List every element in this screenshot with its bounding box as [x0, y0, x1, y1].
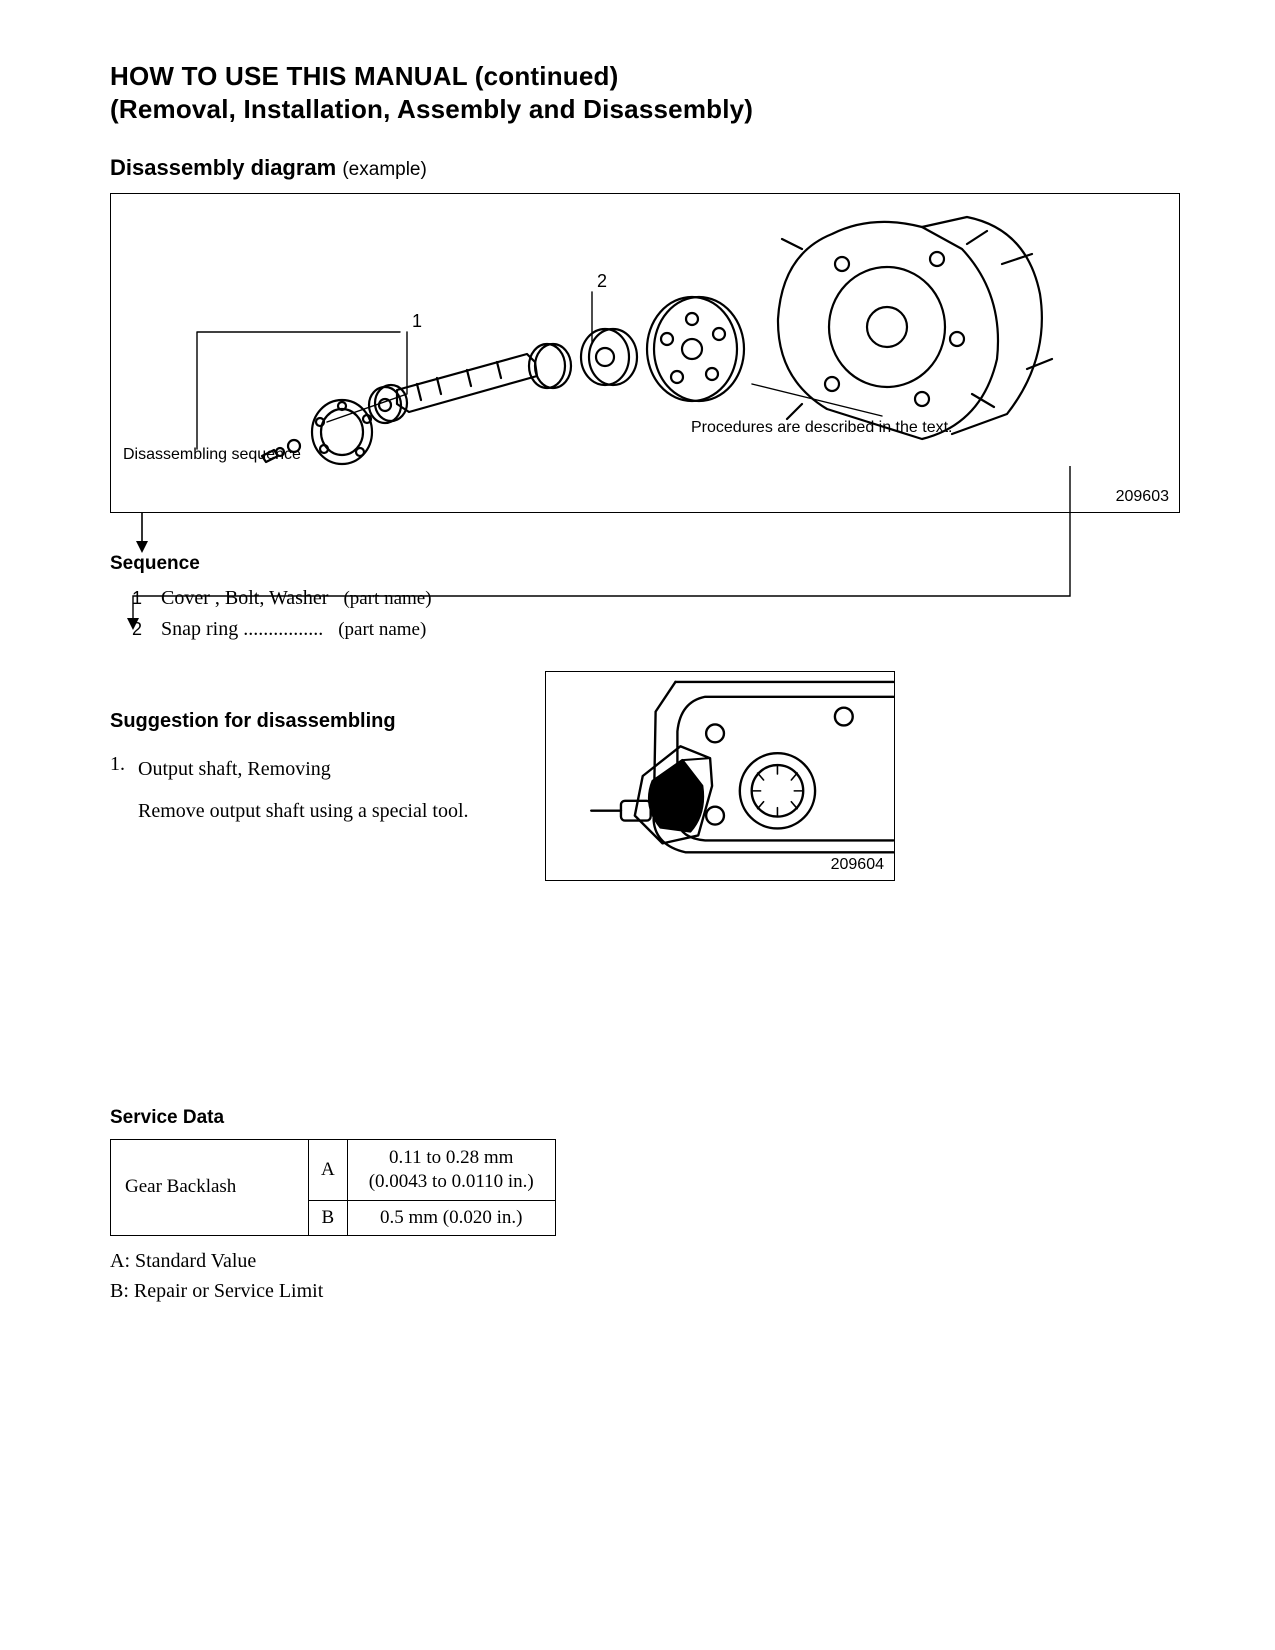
service-rowA-val-l2: (0.0043 to 0.0110 in.): [360, 1170, 543, 1194]
service-legend: A: Standard Value B: Repair or Service L…: [110, 1246, 1180, 1306]
sequence-item-2-text: Snap ring ................: [161, 618, 323, 640]
disassembly-diagram-box: 1 2 Disassembling sequence Procedures ar…: [110, 193, 1180, 513]
sequence-item-1-text: Cover , Bolt, Washer: [161, 587, 328, 609]
sequence-item-2-paren: (part name): [338, 619, 426, 640]
service-rowB-key: B: [309, 1200, 348, 1235]
suggestion-text-col: 1. Output shaft, Removing Remove output …: [110, 743, 540, 827]
page-title-line2: (Removal, Installation, Assembly and Dis…: [110, 93, 1180, 126]
callout-disassembling-sequence: Disassembling sequence: [123, 446, 301, 464]
table-row: Gear Backlash A 0.11 to 0.28 mm (0.0043 …: [111, 1140, 556, 1201]
diagram-id-2: 209604: [831, 856, 884, 874]
manual-page: HOW TO USE THIS MANUAL (continued) (Remo…: [0, 0, 1275, 1650]
arrow-to-sequence: [130, 513, 190, 557]
step-1: 1. Output shaft, Removing Remove output …: [110, 753, 540, 827]
tool-figure-svg: [546, 672, 894, 880]
callout-procedures: Procedures are described in the text.: [691, 419, 952, 437]
flow-line-svg: [110, 466, 1180, 467]
service-rowB-val: 0.5 mm (0.020 in.): [347, 1200, 555, 1235]
service-rowA-val-l1: 0.11 to 0.28 mm: [360, 1146, 543, 1170]
step-1-num: 1.: [110, 753, 138, 827]
service-legend-A: A: Standard Value: [110, 1246, 1180, 1276]
sequence-list: 1 Cover , Bolt, Washer (part name) 2 Sna…: [132, 583, 1180, 644]
section-label: Disassembly diagram (example): [110, 155, 1180, 181]
tool-figure-box: 209604: [545, 671, 895, 881]
service-rowA-val: 0.11 to 0.28 mm (0.0043 to 0.0110 in.): [347, 1140, 555, 1201]
exploded-view-svg: 1 2: [111, 194, 1179, 512]
page-title-line1: HOW TO USE THIS MANUAL (continued): [110, 60, 1180, 93]
sequence-item-1-num: 1: [132, 585, 156, 612]
section-label-text: Disassembly diagram: [110, 155, 336, 180]
step-1-text: Remove output shaft using a special tool…: [138, 795, 540, 827]
service-row-label: Gear Backlash: [111, 1140, 309, 1236]
service-legend-B: B: Repair or Service Limit: [110, 1276, 1180, 1306]
diagram-id-1: 209603: [1116, 488, 1169, 506]
diagram-label-1: 1: [412, 311, 422, 331]
section-label-paren: (example): [342, 159, 426, 180]
sequence-heading: Sequence: [110, 553, 1180, 575]
service-data-table: Gear Backlash A 0.11 to 0.28 mm (0.0043 …: [110, 1139, 556, 1236]
step-1-body: Output shaft, Removing Remove output sha…: [138, 753, 540, 827]
diagram-label-2: 2: [597, 271, 607, 291]
sequence-item-1-paren: (part name): [343, 588, 431, 609]
service-data-heading: Service Data: [110, 1107, 1180, 1129]
sequence-item-1: 1 Cover , Bolt, Washer (part name): [132, 583, 1180, 614]
step-1-title: Output shaft, Removing: [138, 753, 540, 785]
service-rowA-key: A: [309, 1140, 348, 1201]
sequence-item-2: 2 Snap ring ................ (part name): [132, 614, 1180, 645]
